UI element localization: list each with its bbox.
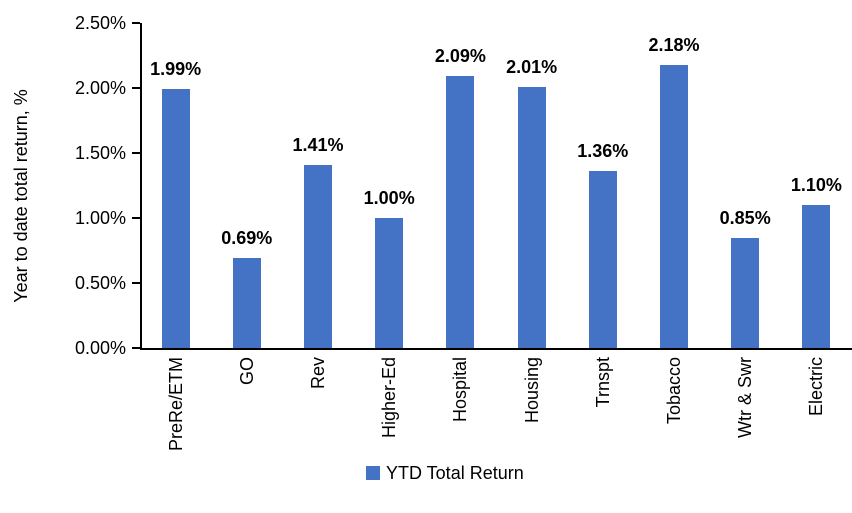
y-axis-title: Year to date total return, %	[11, 89, 31, 303]
y-tick-mark	[132, 217, 140, 219]
bar-value-label: 2.09%	[434, 46, 486, 67]
y-tick-label: 1.00%	[74, 208, 126, 228]
category-label: Housing	[521, 357, 542, 424]
y-tick-label: 2.00%	[74, 78, 126, 98]
y-tick-label: 2.50%	[74, 13, 126, 33]
bar-value-label: 1.36%	[577, 141, 629, 162]
category-label: Hospital	[450, 357, 471, 423]
bar	[232, 258, 261, 348]
bar	[802, 205, 831, 348]
bar-value-label: 1.10%	[790, 175, 842, 195]
legend-swatch	[366, 466, 380, 480]
plot-area	[140, 23, 852, 350]
legend-label: YTD Total Return	[386, 463, 524, 483]
y-tick-mark	[132, 22, 140, 24]
bar	[731, 237, 760, 348]
bar	[660, 64, 688, 348]
bar-value-label: 0.69%	[221, 228, 273, 249]
bar	[161, 89, 190, 348]
y-tick-mark	[132, 87, 140, 89]
category-label: Higher-Ed	[379, 357, 400, 439]
y-tick-label: 0.50%	[74, 273, 126, 293]
bar-value-label: 2.18%	[648, 34, 700, 55]
bar	[446, 76, 475, 348]
category-label: PreRe/ETM	[165, 357, 186, 452]
y-tick-mark	[132, 282, 140, 284]
bar	[375, 218, 404, 348]
y-tick-mark	[132, 152, 140, 154]
y-tick-mark	[132, 347, 140, 349]
legend: YTD Total Return	[366, 463, 524, 483]
category-label: Wtr & Swr	[735, 357, 756, 438]
bar	[304, 164, 332, 348]
category-label: Electric	[806, 357, 827, 417]
y-tick-label: 0.00%	[74, 338, 126, 358]
bar	[588, 171, 617, 348]
category-label: GO	[236, 357, 257, 386]
bar-value-label: 0.85%	[719, 207, 771, 228]
category-label: Rev	[308, 357, 328, 390]
bar-value-label: 1.41%	[292, 134, 344, 155]
y-tick-label: 1.50%	[74, 143, 126, 163]
bar-value-label: 1.99%	[150, 59, 202, 80]
category-label: Tobacco	[664, 357, 684, 425]
bar-value-label: 2.01%	[506, 56, 558, 77]
category-label: Trnspt	[592, 357, 613, 408]
bar-value-label: 1.00%	[363, 188, 415, 208]
bar	[517, 86, 546, 348]
